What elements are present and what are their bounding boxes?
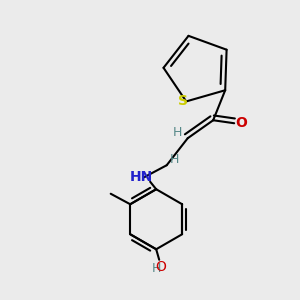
Text: H: H xyxy=(169,153,179,166)
Text: H: H xyxy=(172,126,182,139)
Text: S: S xyxy=(178,94,188,108)
Text: H: H xyxy=(152,262,161,275)
Text: HN: HN xyxy=(130,170,153,184)
Text: O: O xyxy=(236,116,248,130)
Text: O: O xyxy=(155,260,166,274)
